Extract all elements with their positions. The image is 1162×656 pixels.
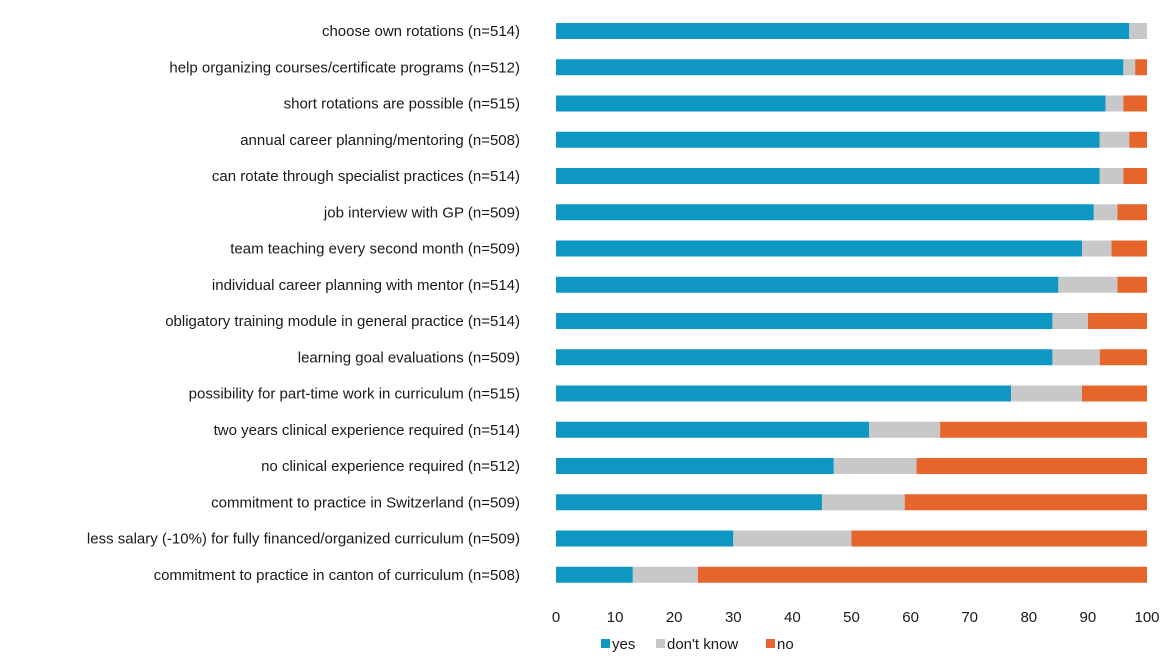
bar-segment-no	[1111, 240, 1147, 257]
x-tick-label: 10	[607, 609, 624, 626]
bar-segment-no	[697, 566, 1147, 583]
category-label: learning goal evaluations (n=509)	[298, 349, 520, 366]
x-tick-label: 80	[1020, 609, 1037, 626]
bar-segment-don-t-know	[821, 494, 905, 511]
bar-segment-yes	[556, 530, 734, 547]
category-label: short rotations are possible (n=515)	[284, 96, 520, 113]
x-tick-label: 0	[552, 609, 560, 626]
bar-segment-yes	[556, 23, 1130, 39]
bar-segment-no	[1129, 131, 1147, 148]
legend-label: yes	[612, 636, 635, 653]
bar-segment-no	[1087, 313, 1147, 329]
x-tick-label: 70	[961, 609, 978, 626]
bar-segment-yes	[556, 458, 834, 474]
x-tick-label: 30	[725, 609, 742, 626]
category-label: help organizing courses/certificate prog…	[169, 59, 520, 76]
x-tick-label: 50	[843, 609, 860, 626]
category-label: individual career planning with mentor (…	[212, 277, 520, 294]
bar-segment-don-t-know	[632, 566, 698, 583]
bar-segment-no	[851, 530, 1147, 547]
bar-segment-no	[1081, 385, 1147, 402]
bar-segment-don-t-know	[1093, 204, 1118, 221]
category-label: team teaching every second month (n=509)	[230, 241, 520, 258]
category-label: no clinical experience required (n=512)	[261, 458, 520, 475]
category-label: commitment to practice in canton of curr…	[154, 567, 520, 584]
bar-segment-don-t-know	[1123, 59, 1136, 76]
bar-segment-no	[1099, 349, 1147, 366]
bar-segment-don-t-know	[1099, 131, 1130, 148]
category-label: less salary (-10%) for fully financed/or…	[87, 531, 520, 548]
bar-segment-don-t-know	[869, 421, 941, 438]
bar-segment-don-t-know	[1081, 240, 1112, 257]
bar-segment-yes	[556, 240, 1082, 257]
bar-segment-don-t-know	[833, 458, 917, 474]
category-labels: choose own rotations (n=514) help organiz…	[87, 23, 520, 584]
category-label: choose own rotations (n=514)	[322, 23, 520, 40]
category-label: obligatory training module in general pr…	[165, 313, 520, 330]
bar-segment-yes	[556, 204, 1094, 221]
legend-swatch	[601, 639, 610, 648]
bar-segment-no	[904, 494, 1147, 511]
bar-segment-no	[940, 421, 1147, 438]
bar-segment-no	[1123, 95, 1147, 112]
bar-segment-yes	[556, 95, 1106, 112]
x-tick-label: 20	[666, 609, 683, 626]
legend: yes don't know no	[601, 636, 794, 653]
x-tick-label: 60	[902, 609, 919, 626]
bar-segment-yes	[556, 566, 633, 583]
bar-segment-don-t-know	[1129, 23, 1147, 39]
bar-segment-yes	[556, 385, 1012, 402]
bar-segment-yes	[556, 168, 1100, 184]
category-label: can rotate through specialist practices …	[212, 168, 520, 185]
bar-segment-don-t-know	[1052, 349, 1100, 366]
legend-swatch	[766, 639, 775, 648]
category-label: two years clinical experience required (…	[214, 422, 520, 439]
bar-segment-no	[1117, 204, 1147, 221]
x-axis-ticks: 0 10 20 30 40 50 60 70 80 90 100	[552, 609, 1160, 626]
bar-segment-yes	[556, 276, 1059, 293]
bar-segment-yes	[556, 421, 870, 438]
bars-group	[556, 23, 1147, 583]
bar-segment-don-t-know	[1058, 276, 1118, 293]
bar-segment-yes	[556, 313, 1053, 329]
x-tick-label: 40	[784, 609, 801, 626]
bar-segment-don-t-know	[1099, 168, 1124, 184]
bar-segment-no	[916, 458, 1147, 474]
x-tick-label: 100	[1134, 609, 1159, 626]
bar-segment-no	[1123, 168, 1147, 184]
category-label: annual career planning/mentoring (n=508)	[240, 132, 520, 149]
legend-label: don't know	[667, 636, 738, 653]
bar-segment-don-t-know	[733, 530, 852, 547]
category-label: job interview with GP (n=509)	[323, 204, 520, 221]
legend-swatch	[656, 639, 665, 648]
x-tick-label: 90	[1080, 609, 1097, 626]
bar-segment-yes	[556, 59, 1124, 76]
bar-segment-yes	[556, 349, 1053, 366]
bar-segment-don-t-know	[1105, 95, 1124, 112]
category-label: commitment to practice in Switzerland (n…	[211, 494, 520, 511]
bar-segment-don-t-know	[1011, 385, 1082, 402]
legend-label: no	[777, 636, 794, 653]
category-label: possibility for part-time work in curric…	[189, 386, 520, 403]
bar-segment-don-t-know	[1052, 313, 1088, 329]
bar-segment-yes	[556, 494, 822, 511]
bar-segment-yes	[556, 131, 1100, 148]
bar-segment-no	[1117, 276, 1147, 293]
bar-segment-no	[1135, 59, 1147, 76]
